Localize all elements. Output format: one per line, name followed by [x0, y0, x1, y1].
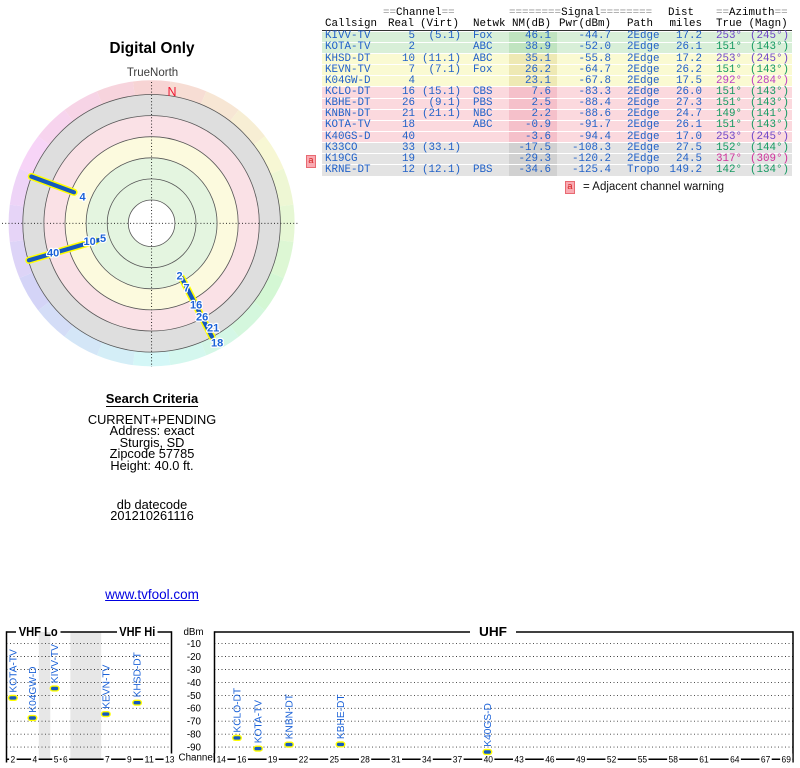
svg-text:64: 64 [730, 754, 740, 765]
svg-text:61: 61 [699, 754, 708, 765]
svg-text:KEVN-TV: KEVN-TV [101, 664, 112, 708]
svg-text:5: 5 [54, 754, 59, 765]
svg-text:11: 11 [145, 754, 154, 765]
svg-text:55: 55 [638, 754, 647, 765]
svg-text:16: 16 [190, 300, 202, 312]
svg-text:21: 21 [207, 323, 219, 335]
svg-text:-80: -80 [187, 730, 202, 741]
svg-text:4: 4 [80, 192, 87, 204]
svg-text:VHF Hi: VHF Hi [119, 624, 155, 639]
svg-text:KOTA-TV: KOTA-TV [9, 649, 20, 693]
svg-text:2: 2 [11, 754, 16, 765]
svg-text:43: 43 [514, 754, 523, 765]
svg-text:37: 37 [453, 754, 462, 765]
svg-text:34: 34 [422, 754, 432, 765]
svg-text:UHF: UHF [479, 624, 507, 639]
svg-text:28: 28 [360, 754, 369, 765]
svg-text:67: 67 [761, 754, 770, 765]
svg-text:5: 5 [100, 233, 106, 245]
svg-text:9: 9 [127, 754, 132, 765]
svg-text:31: 31 [391, 754, 400, 765]
svg-text:10: 10 [84, 236, 96, 248]
svg-text:14: 14 [217, 754, 227, 765]
svg-text:K40GS-D: K40GS-D [483, 703, 494, 747]
svg-text:4: 4 [33, 754, 38, 765]
svg-text:-50: -50 [187, 691, 202, 702]
svg-text:-10: -10 [187, 639, 202, 650]
svg-text:22: 22 [299, 754, 308, 765]
svg-text:KIVV-TV: KIVV-TV [50, 644, 61, 683]
svg-text:7: 7 [105, 754, 110, 765]
svg-text:KNBN-DT: KNBN-DT [285, 694, 296, 739]
svg-text:40: 40 [47, 248, 59, 260]
svg-text:7: 7 [184, 283, 190, 295]
svg-text:KCLO-DT: KCLO-DT [233, 688, 244, 733]
svg-text:26: 26 [196, 312, 208, 324]
svg-text:19: 19 [268, 754, 277, 765]
svg-text:16: 16 [237, 754, 246, 765]
svg-text:Channel: Channel [179, 752, 216, 763]
svg-text:-60: -60 [187, 704, 202, 715]
svg-text:46: 46 [545, 754, 554, 765]
svg-text:69: 69 [782, 754, 791, 765]
svg-text:58: 58 [669, 754, 678, 765]
svg-text:VHF Lo: VHF Lo [19, 624, 58, 639]
svg-text:N: N [168, 85, 177, 99]
svg-text:25: 25 [330, 754, 339, 765]
svg-text:2: 2 [177, 271, 183, 283]
svg-text:KHSD-DT: KHSD-DT [133, 652, 144, 697]
svg-text:-30: -30 [187, 665, 202, 676]
svg-text:K04GW-D: K04GW-D [28, 666, 39, 712]
svg-text:-70: -70 [187, 717, 202, 728]
svg-text:6: 6 [63, 754, 68, 765]
svg-text:13: 13 [165, 754, 174, 765]
svg-text:-90: -90 [187, 743, 202, 754]
svg-text:40: 40 [484, 754, 493, 765]
svg-text:KBHE-DT: KBHE-DT [336, 694, 347, 739]
svg-text:18: 18 [211, 338, 223, 350]
svg-text:-20: -20 [187, 652, 202, 663]
svg-text:-40: -40 [187, 678, 202, 689]
svg-text:KOTA-TV: KOTA-TV [254, 700, 265, 744]
svg-text:dBm: dBm [183, 627, 203, 638]
svg-text:52: 52 [607, 754, 616, 765]
svg-text:49: 49 [576, 754, 585, 765]
